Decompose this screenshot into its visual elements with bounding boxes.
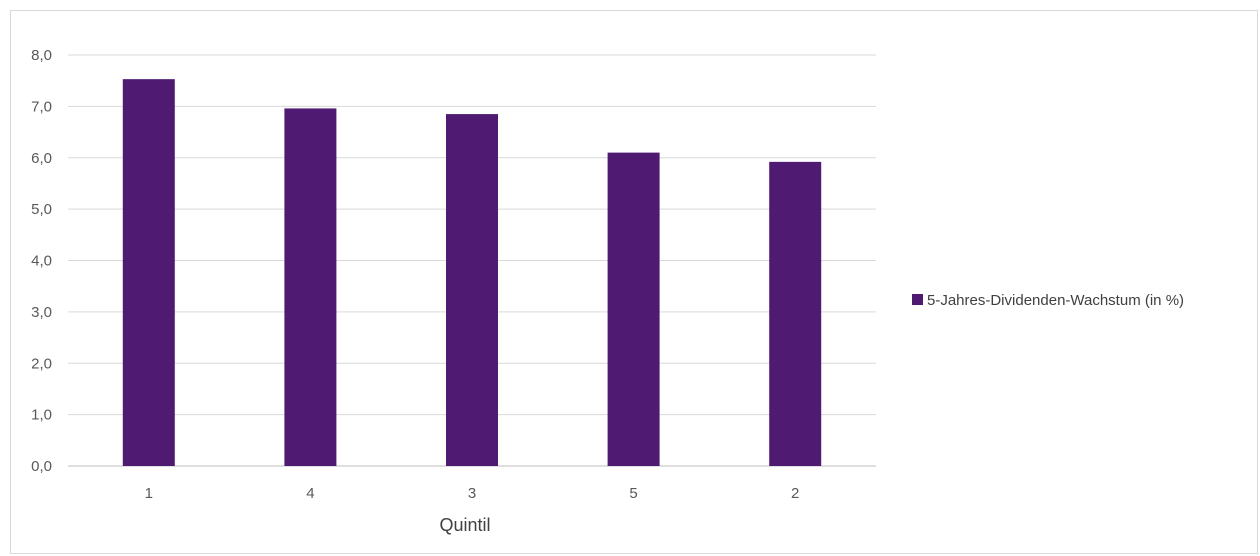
y-tick-label: 3,0 [31,304,52,321]
x-tick-label: 1 [145,485,153,502]
bar-quintil-4 [284,108,337,467]
legend: 5-Jahres-Dividenden-Wachstum (in %) [912,292,1184,309]
x-tick-label: 4 [306,485,314,502]
y-tick-label: 7,0 [31,98,52,115]
bar-quintil-2 [769,161,822,467]
x-axis-tick-labels: 1 4 3 5 2 [145,485,800,502]
y-tick-label: 2,0 [31,355,52,372]
x-tick-label: 3 [468,485,476,502]
x-tick-label: 2 [791,485,799,502]
x-tick-label: 5 [629,485,637,502]
y-tick-label: 5,0 [31,201,52,218]
bar-quintil-3 [446,114,498,467]
y-tick-label: 1,0 [31,407,52,424]
bar-quintil-5 [607,152,660,467]
y-axis-tick-labels: 0,0 1,0 2,0 3,0 4,0 5,0 6,0 7,0 8,0 [31,47,52,475]
bars [122,79,822,467]
y-tick-label: 6,0 [31,150,52,167]
y-tick-label: 4,0 [31,253,52,270]
y-tick-label: 8,0 [31,47,52,64]
x-axis-title: Quintil [439,515,490,535]
legend-swatch [912,294,923,305]
y-tick-label: 0,0 [31,458,52,475]
legend-label: 5-Jahres-Dividenden-Wachstum (in %) [927,292,1184,309]
bar-quintil-1 [122,79,175,467]
